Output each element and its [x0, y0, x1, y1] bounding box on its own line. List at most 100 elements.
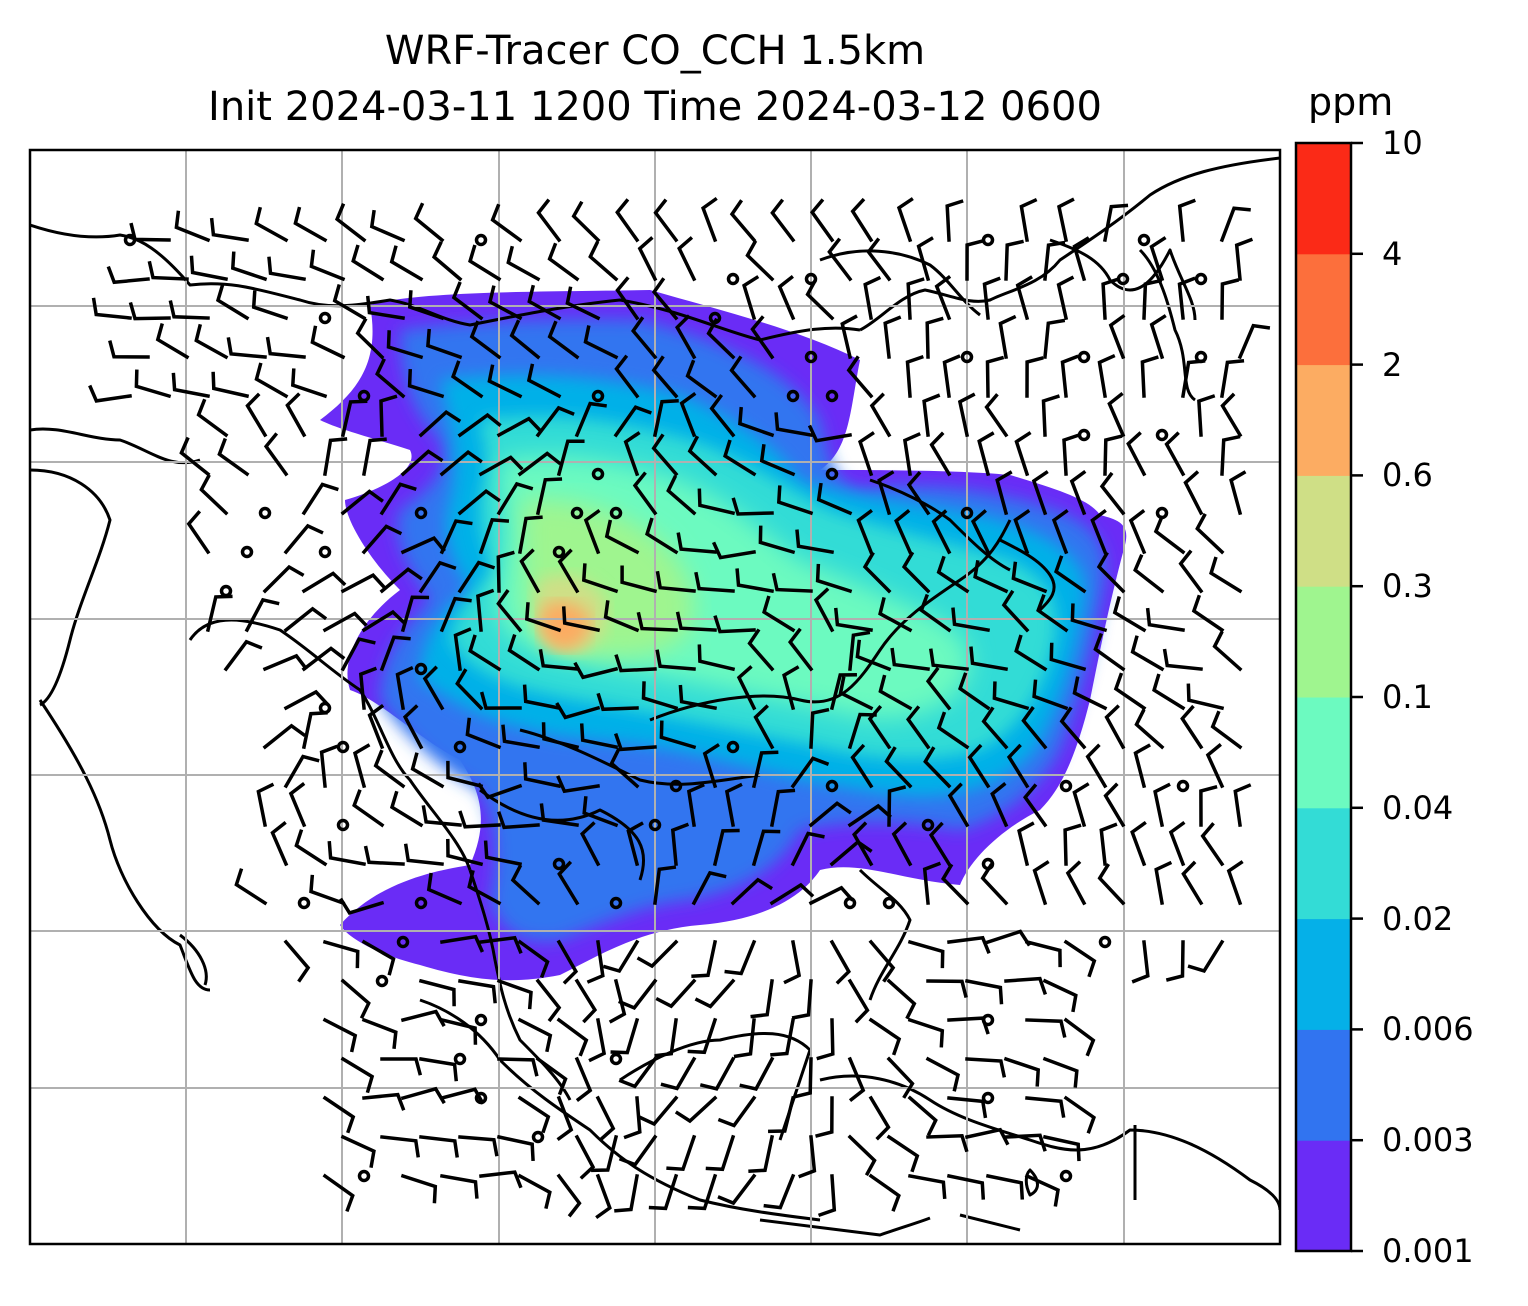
calm-wind-marker — [1077, 428, 1091, 442]
wind-barb — [509, 319, 541, 360]
wind-barb — [458, 810, 501, 829]
wind-barb — [965, 1057, 1007, 1078]
wind-barb — [1186, 683, 1225, 711]
wind-barb — [798, 1135, 817, 1179]
wind-barb — [1180, 359, 1206, 399]
wind-barb — [375, 358, 406, 399]
calm-wind-marker — [825, 467, 839, 481]
wind-barb — [1197, 394, 1216, 437]
wind-barb — [1013, 508, 1031, 555]
wind-barb — [985, 1173, 1025, 1200]
wind-barb — [630, 316, 658, 360]
colorbar-tick-label: 0.04 — [1382, 788, 1454, 827]
calm-wind-marker — [591, 389, 605, 403]
wind-barb — [446, 760, 484, 789]
wind-barb — [855, 639, 892, 672]
wind-barb — [1032, 679, 1069, 711]
wind-barb — [730, 877, 774, 906]
wind-barb — [1017, 821, 1035, 867]
wind-barb — [517, 1173, 552, 1210]
wind-barb — [964, 1127, 1010, 1146]
wind-barb — [1108, 313, 1126, 360]
wind-barb — [1096, 551, 1126, 594]
wind-barb — [535, 405, 575, 438]
wind-barb — [174, 210, 211, 243]
wind-barb — [697, 488, 736, 516]
wind-barb — [574, 1056, 593, 1102]
calm-wind-marker — [453, 740, 467, 754]
wind-barb — [496, 550, 515, 593]
wind-barb — [604, 519, 640, 555]
wind-barb — [290, 368, 328, 399]
wind-barb — [389, 790, 424, 828]
wind-barb — [651, 433, 679, 477]
wind-barb — [1220, 278, 1240, 320]
wind-barb — [967, 743, 991, 789]
wind-barb — [751, 750, 779, 789]
wind-barb — [750, 979, 774, 1019]
wind-barb — [1099, 822, 1118, 866]
wind-barb — [905, 354, 924, 398]
wind-barb — [931, 509, 952, 555]
wind-barb — [479, 1170, 523, 1189]
wind-barb — [829, 673, 857, 711]
calm-wind-marker — [414, 506, 428, 520]
wind-barb — [982, 276, 1001, 320]
wind-barb — [687, 435, 718, 477]
wind-barb — [770, 198, 796, 243]
wind-barb — [1199, 784, 1218, 827]
wind-barb — [524, 602, 562, 633]
wind-barb — [1102, 203, 1129, 243]
wind-barb — [403, 843, 444, 866]
calm-wind-marker — [336, 740, 350, 754]
wind-barb — [1025, 1018, 1067, 1038]
wind-barb — [439, 1173, 479, 1199]
wind-barb — [896, 197, 914, 243]
wind-barb — [1001, 589, 1030, 633]
wind-barb — [556, 939, 579, 985]
wind-barb — [1205, 743, 1225, 789]
wind-barb — [1060, 354, 1079, 398]
wind-barb — [450, 360, 484, 399]
wind-barb — [846, 355, 874, 399]
calm-wind-marker — [414, 662, 428, 676]
wind-barb — [884, 746, 913, 789]
wind-barb — [535, 978, 562, 1023]
wind-barb — [301, 571, 347, 594]
wind-barb — [294, 829, 328, 867]
wind-barb — [340, 637, 376, 672]
wind-barb — [1014, 431, 1032, 477]
wind-barb — [638, 1095, 679, 1127]
map-title-line1: WRF-Tracer CO_CCH 1.5km — [384, 28, 926, 74]
wind-barb — [1024, 1173, 1060, 1207]
wind-barb — [958, 672, 991, 711]
wind-barb — [809, 707, 830, 749]
wind-barb — [847, 978, 870, 1024]
wind-barb — [791, 979, 813, 1020]
wind-barb — [400, 535, 446, 555]
colorbar-tick-label: 10 — [1382, 124, 1423, 162]
wind-barb — [659, 720, 697, 750]
wind-barb — [774, 412, 814, 438]
wind-barb — [686, 783, 705, 827]
wind-barb — [1043, 240, 1066, 281]
wind-barb — [1063, 1095, 1097, 1134]
wind-barb — [457, 412, 502, 438]
wind-barb — [418, 409, 462, 438]
wind-barb — [655, 570, 696, 593]
wind-barb — [1209, 556, 1243, 594]
wind-barb — [618, 1134, 658, 1167]
wind-barb — [990, 782, 1009, 828]
wind-barb — [194, 323, 229, 360]
wind-barb — [868, 1173, 901, 1212]
wind-barb — [226, 337, 267, 359]
wind-barb — [922, 393, 941, 437]
wind-barb — [361, 1017, 398, 1050]
wind-barb — [361, 609, 407, 633]
wind-barb — [541, 722, 580, 750]
wind-barb — [907, 1095, 938, 1137]
wind-barb — [947, 782, 970, 828]
wind-barb — [769, 882, 815, 906]
wind-barb — [691, 939, 718, 978]
wind-barb — [556, 775, 600, 794]
